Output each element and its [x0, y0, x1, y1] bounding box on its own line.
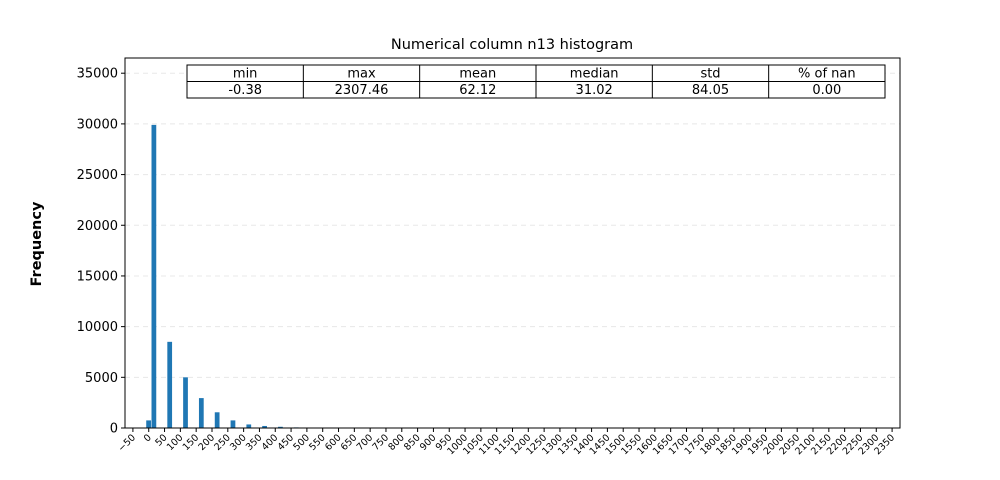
stats-table-value: 2307.46: [335, 83, 389, 98]
stats-table-value: 84.05: [692, 83, 729, 98]
stats-table-header: % of nan: [798, 67, 856, 82]
stats-table: min max mean median std % of nan -0.38 2307.46 6…: [186, 64, 886, 99]
histogram-bar: [167, 341, 173, 428]
histogram-bar: [246, 424, 252, 428]
histogram-bar: [183, 377, 188, 428]
stats-table-value: 0.00: [812, 83, 841, 98]
y-tick-label: 35000: [77, 67, 118, 82]
x-tick-label: 0: [142, 432, 154, 444]
y-axis-label: Frequency: [29, 201, 45, 286]
gridlines: [125, 72, 900, 429]
histogram-bar: [262, 425, 267, 428]
stats-table-header: min: [233, 67, 258, 82]
y-axis: 0 5000 10000 15000 20000 25000 30000 35000: [77, 67, 125, 437]
stats-table-header: std: [700, 67, 720, 82]
histogram-bar: [198, 398, 204, 428]
y-tick-label: 10000: [77, 320, 118, 335]
stats-table-header: max: [347, 67, 376, 82]
stats-table-value: 31.02: [576, 83, 613, 98]
stats-table-value: -0.38: [228, 83, 262, 98]
stats-table-header: median: [570, 67, 619, 82]
chart-title: Numerical column n13 histogram: [391, 37, 633, 53]
y-tick-label: 0: [110, 422, 118, 437]
y-tick-label: 20000: [77, 219, 118, 234]
histogram-bars: [146, 124, 882, 428]
y-tick-label: 30000: [77, 117, 118, 132]
stats-table-value: 62.12: [459, 83, 496, 98]
x-axis: −50 0 501001502002503003504004505005506006…: [116, 428, 897, 457]
stats-table-header: mean: [459, 67, 496, 82]
y-tick-label: 25000: [77, 168, 118, 183]
histogram-bar: [214, 412, 220, 428]
x-tick-label: −50: [116, 432, 138, 454]
y-tick-label: 5000: [85, 371, 118, 386]
histogram-bar: [230, 420, 236, 428]
histogram-bar: [146, 420, 151, 428]
plot-frame: [124, 57, 901, 429]
histogram-bar: [151, 124, 157, 428]
histogram-bar: [278, 426, 283, 428]
y-tick-label: 15000: [77, 269, 118, 284]
